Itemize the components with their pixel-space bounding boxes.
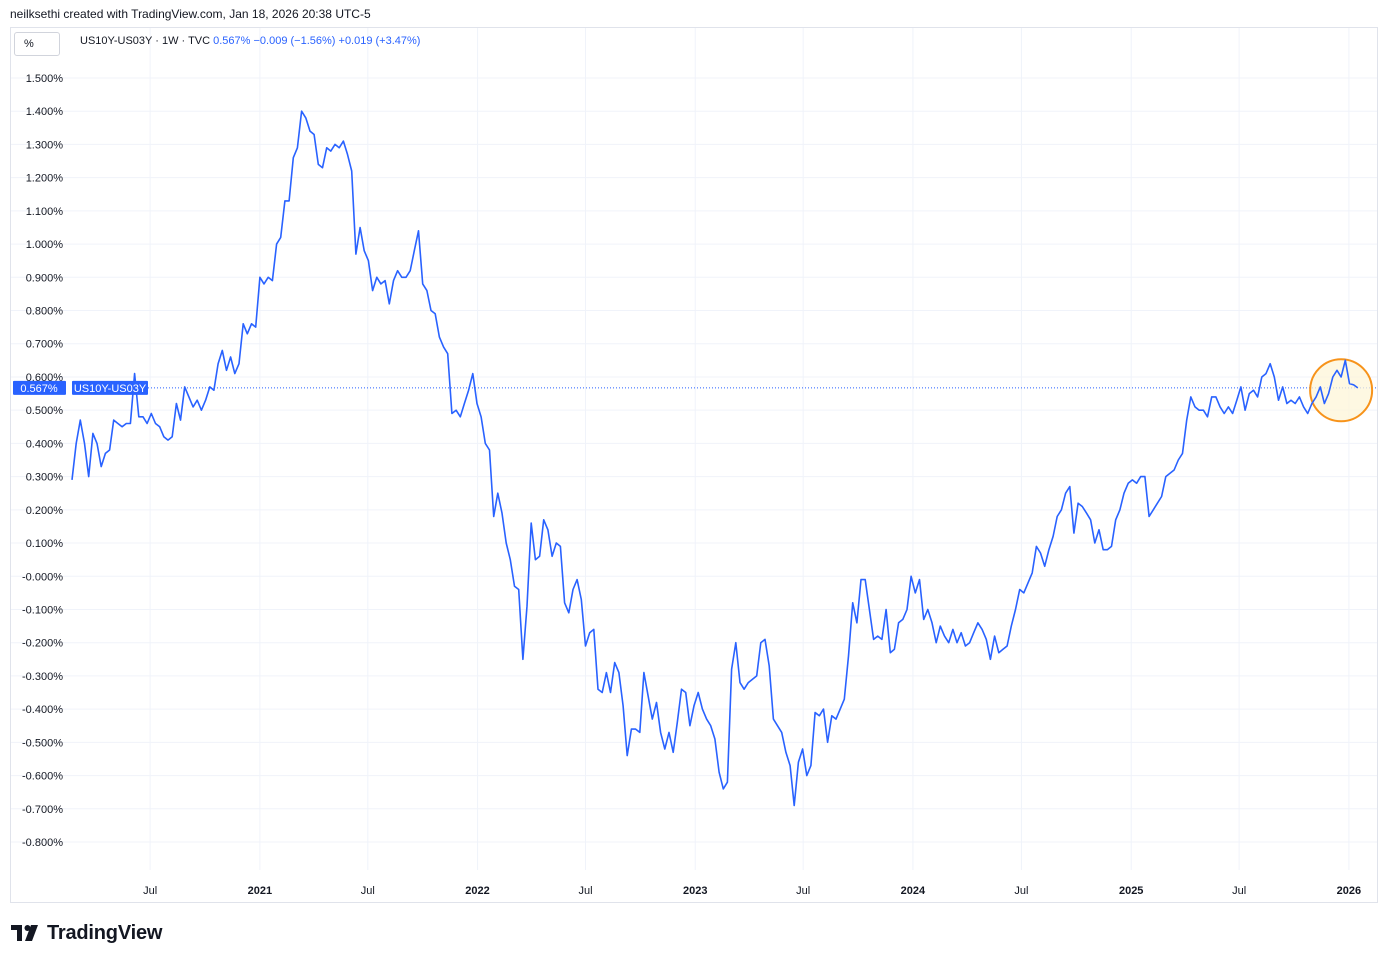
annotations bbox=[1309, 358, 1374, 423]
x-tick-label: 2026 bbox=[1337, 885, 1361, 897]
x-tick-label: Jul bbox=[1232, 885, 1246, 897]
series-line-us10y-us03y bbox=[71, 110, 1359, 807]
unit-toggle-button[interactable]: % bbox=[14, 32, 60, 56]
legend-change: −0.009 (−1.56%) bbox=[253, 35, 336, 47]
tradingview-logo[interactable]: TradingView bbox=[11, 921, 162, 945]
y-tick-label: 0.900% bbox=[26, 272, 64, 284]
y-tick-label: 0.300% bbox=[26, 472, 64, 484]
y-tick-label: 1.500% bbox=[26, 73, 64, 85]
x-tick-label: 2022 bbox=[465, 885, 489, 897]
y-tick-label: -0.200% bbox=[22, 638, 63, 650]
y-tick-label: -0.600% bbox=[22, 771, 63, 783]
y-tick-label: -0.800% bbox=[22, 837, 63, 849]
y-tick-label: -0.300% bbox=[22, 671, 63, 683]
x-tick-label: 2021 bbox=[248, 885, 272, 897]
x-tick-label: Jul bbox=[578, 885, 592, 897]
y-tick-label: 1.400% bbox=[26, 106, 64, 118]
y-tick-label: 0.800% bbox=[26, 306, 64, 318]
highlight-circle[interactable] bbox=[1309, 358, 1374, 423]
x-tick-label: Jul bbox=[361, 885, 375, 897]
legend-symbol[interactable]: US10Y-US03Y bbox=[80, 35, 153, 47]
legend-separator: · bbox=[181, 35, 189, 47]
tradingview-logo-icon bbox=[11, 925, 38, 941]
legend-interval: 1W bbox=[161, 35, 179, 47]
price-label: 0.567% US10Y-US03Y bbox=[13, 380, 148, 395]
legend-source: TVC bbox=[188, 35, 211, 47]
y-tick-label: -0.700% bbox=[22, 804, 63, 816]
legend-value: 0.567% bbox=[213, 35, 251, 47]
y-tick-label: 1.100% bbox=[26, 206, 64, 218]
y-tick-label: 0.700% bbox=[26, 339, 64, 351]
y-tick-label: 1.300% bbox=[26, 139, 64, 151]
y-tick-label: -0.100% bbox=[22, 604, 63, 616]
chart-frame bbox=[10, 27, 1378, 903]
y-tick-label: -0.400% bbox=[22, 704, 63, 716]
y-axis-labels: 1.500% 1.400% 1.300% 1.200% 1.100% 1.000% 0.90… bbox=[22, 73, 63, 849]
y-tick-label: -0.000% bbox=[22, 571, 63, 583]
x-tick-label: Jul bbox=[143, 885, 157, 897]
y-tick-label: -0.500% bbox=[22, 737, 63, 749]
y-tick-label: 1.000% bbox=[26, 239, 64, 251]
chart-legend: US10Y-US03Y · 1W · TVC 0.567% −0.009 (−1… bbox=[80, 35, 420, 47]
x-tick-label: Jul bbox=[1014, 885, 1028, 897]
x-tick-label: 2025 bbox=[1119, 885, 1143, 897]
price-label-name-box bbox=[72, 380, 148, 395]
y-tick-label: 1.200% bbox=[26, 173, 64, 185]
x-tick-label: 2023 bbox=[683, 885, 707, 897]
x-axis-labels: Jul 2021 Jul 2022 Jul 2023 Jul 2024 Jul 2025 Jul 20… bbox=[143, 885, 1361, 897]
y-tick-label: 0.200% bbox=[26, 505, 64, 517]
y-tick-label: 0.100% bbox=[26, 538, 64, 550]
legend-separator: · bbox=[155, 35, 162, 47]
price-label-value: 0.567% bbox=[20, 383, 58, 395]
price-label-name: US10Y-US03Y bbox=[74, 383, 147, 395]
chart-credit: neilksethi created with TradingView.com,… bbox=[10, 7, 371, 21]
price-label-value-box bbox=[13, 380, 66, 395]
y-tick-label: 0.500% bbox=[26, 405, 64, 417]
tradingview-wordmark: TradingView bbox=[47, 921, 163, 944]
grid bbox=[11, 28, 1377, 870]
x-tick-label: Jul bbox=[796, 885, 810, 897]
x-tick-label: 2024 bbox=[901, 885, 926, 897]
legend-change-percent: +0.019 (+3.47%) bbox=[338, 35, 421, 47]
y-tick-label: 0.400% bbox=[26, 438, 64, 450]
